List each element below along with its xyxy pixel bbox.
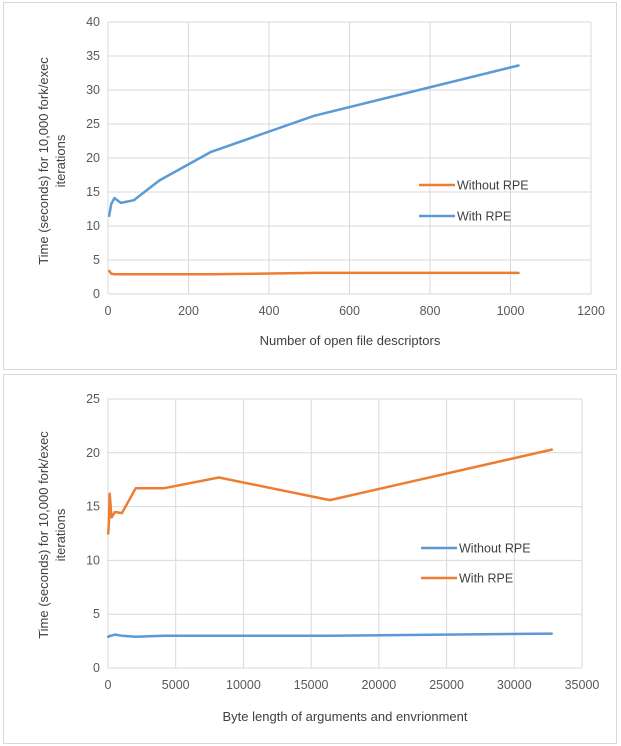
y-tick-label: 25 [86, 392, 100, 406]
series-line-with-rpe [106, 448, 554, 535]
x-tick-labels: 0 5000 10000 15000 20000 25000 30000 35000 [105, 678, 600, 692]
chart-file-descriptors: 0 5 10 15 20 25 30 35 40 0 200 400 600 800 1000 1200 W… [36, 15, 605, 348]
y-tick-labels: 0 5 10 15 20 25 30 35 40 [86, 15, 100, 301]
x-tick-label: 800 [420, 304, 441, 318]
legend-label: Without RPE [457, 179, 529, 193]
y-tick-label: 40 [86, 15, 100, 29]
y-tick-label: 10 [86, 219, 100, 233]
x-tick-label: 25000 [429, 678, 464, 692]
chart-byte-length: 0 5 10 15 20 25 0 5000 10000 15000 20000 25000 3000… [36, 392, 600, 724]
x-tick-label: 10000 [226, 678, 261, 692]
gridlines [107, 398, 583, 669]
y-tick-label: 10 [86, 553, 100, 567]
x-tick-label: 20000 [361, 678, 396, 692]
y-tick-label: 20 [86, 446, 100, 460]
legend-label: Without RPE [459, 542, 531, 556]
y-tick-labels: 0 5 10 15 20 25 [86, 392, 100, 675]
x-tick-label: 600 [339, 304, 360, 318]
y-tick-label: 30 [86, 83, 100, 97]
x-tick-label: 30000 [497, 678, 532, 692]
x-tick-label: 5000 [162, 678, 190, 692]
series-line-without-rpe [107, 269, 520, 276]
y-tick-label: 20 [86, 151, 100, 165]
x-axis-title: Number of open file descriptors [260, 333, 441, 348]
series-line-with-rpe [107, 64, 520, 218]
y-tick-label: 25 [86, 117, 100, 131]
y-tick-label: 5 [93, 253, 100, 267]
y-tick-label: 15 [86, 185, 100, 199]
x-tick-label: 1000 [497, 304, 525, 318]
x-tick-label: 35000 [565, 678, 600, 692]
chart-panel-file-descriptors: 0 5 10 15 20 25 30 35 40 0 200 400 600 800 1000 1200 W… [3, 2, 617, 370]
y-axis-title-line2: iterations [53, 134, 68, 187]
x-tick-labels: 0 200 400 600 800 1000 1200 [105, 304, 605, 318]
series-lines [106, 448, 554, 639]
y-tick-label: 5 [93, 607, 100, 621]
x-tick-label: 400 [259, 304, 280, 318]
y-axis-title-line1: Time (seconds) for 10,000 fork/exec [36, 57, 51, 265]
x-tick-label: 1200 [577, 304, 605, 318]
legend: Without RPE With RPE [419, 179, 529, 224]
x-tick-label: 0 [105, 304, 112, 318]
y-axis-title-line1: Time (seconds) for 10,000 fork/exec [36, 431, 51, 639]
legend-label: With RPE [459, 572, 513, 586]
legend: Without RPE With RPE [421, 542, 531, 586]
x-tick-label: 0 [105, 678, 112, 692]
y-tick-label: 15 [86, 500, 100, 514]
y-axis-title-line2: iterations [53, 508, 68, 561]
chart-panel-byte-length: 0 5 10 15 20 25 0 5000 10000 15000 20000 25000 3000… [3, 374, 617, 744]
series-line-without-rpe [106, 632, 554, 639]
y-tick-label: 35 [86, 49, 100, 63]
series-lines [107, 64, 520, 276]
legend-label: With RPE [457, 210, 511, 224]
y-tick-label: 0 [93, 661, 100, 675]
gridlines [107, 21, 592, 295]
y-tick-label: 0 [93, 287, 100, 301]
x-tick-label: 200 [178, 304, 199, 318]
x-axis-title: Byte length of arguments and envrionment [223, 709, 468, 724]
x-tick-label: 15000 [294, 678, 329, 692]
